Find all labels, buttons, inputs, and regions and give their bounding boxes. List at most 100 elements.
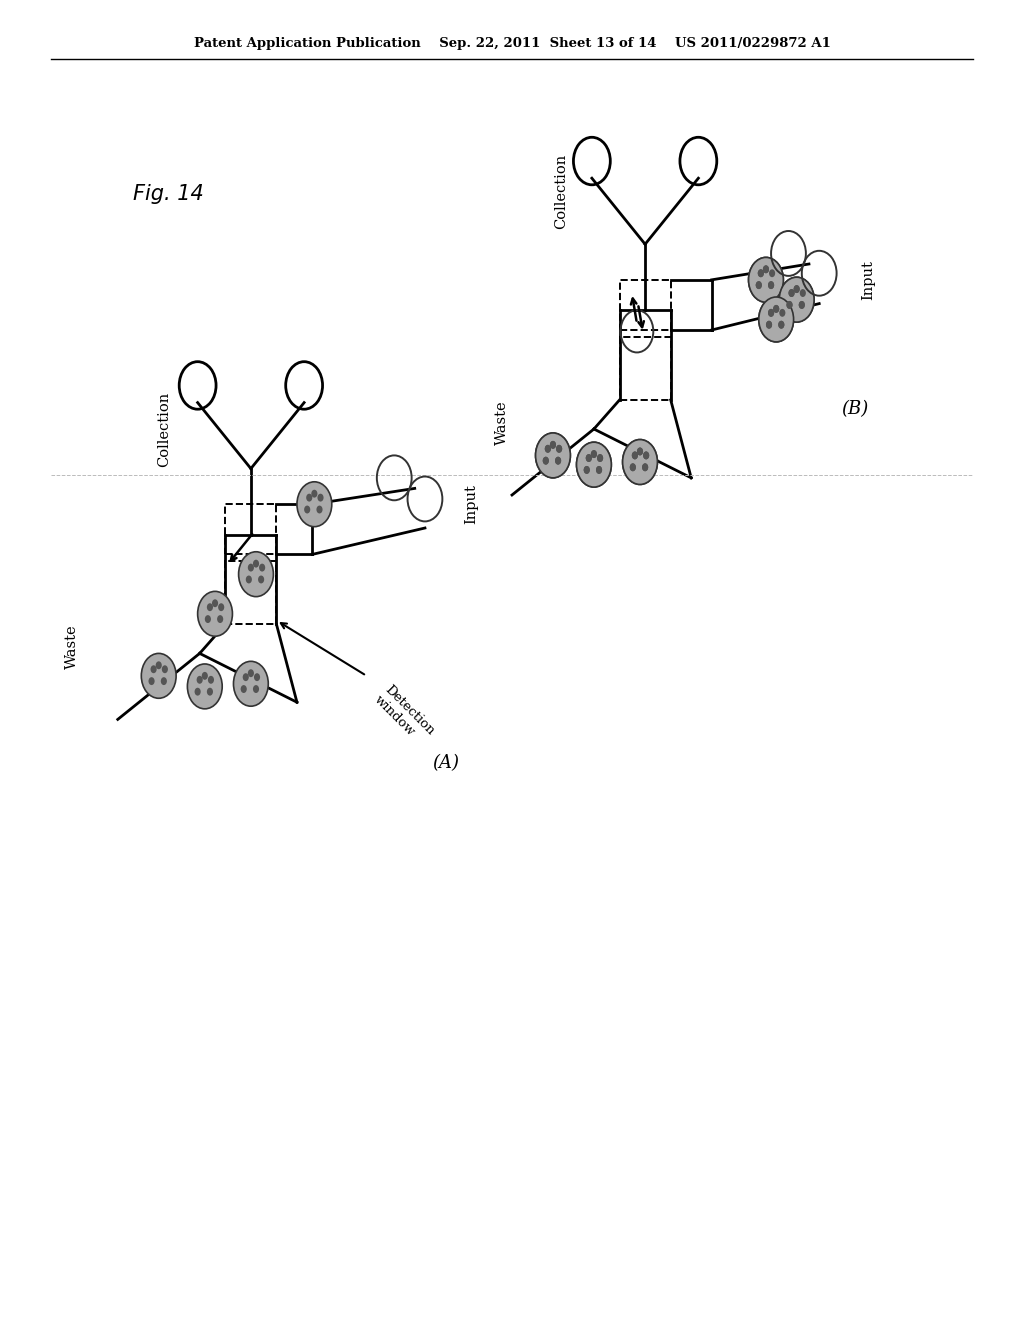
Circle shape — [759, 297, 794, 342]
Circle shape — [749, 257, 783, 302]
Circle shape — [630, 463, 636, 471]
Circle shape — [623, 440, 657, 484]
Circle shape — [749, 257, 783, 302]
Circle shape — [197, 676, 203, 684]
Circle shape — [779, 277, 814, 322]
Text: (A): (A) — [432, 754, 459, 772]
Circle shape — [763, 265, 769, 273]
Circle shape — [779, 309, 785, 317]
Circle shape — [317, 494, 324, 502]
Text: Collection: Collection — [554, 153, 568, 230]
Circle shape — [208, 676, 214, 684]
Circle shape — [637, 447, 643, 455]
Circle shape — [779, 277, 814, 322]
Circle shape — [258, 576, 264, 583]
Circle shape — [768, 281, 774, 289]
Circle shape — [768, 309, 774, 317]
Circle shape — [794, 285, 800, 293]
Circle shape — [591, 450, 597, 458]
Circle shape — [786, 301, 793, 309]
Bar — [620, 280, 671, 330]
Circle shape — [550, 441, 556, 449]
Circle shape — [643, 451, 649, 459]
Circle shape — [632, 451, 638, 459]
Circle shape — [545, 445, 551, 453]
Circle shape — [233, 661, 268, 706]
Text: Detection
window: Detection window — [372, 682, 437, 748]
Circle shape — [311, 490, 317, 498]
Text: Waste: Waste — [495, 400, 509, 445]
Circle shape — [597, 454, 603, 462]
Circle shape — [543, 457, 549, 465]
Text: (B): (B) — [842, 400, 868, 418]
Circle shape — [536, 433, 570, 478]
Circle shape — [187, 664, 222, 709]
Circle shape — [642, 463, 648, 471]
Circle shape — [202, 672, 208, 680]
Circle shape — [630, 463, 636, 471]
Circle shape — [577, 442, 611, 487]
Circle shape — [207, 603, 213, 611]
Circle shape — [778, 321, 784, 329]
Circle shape — [556, 445, 562, 453]
Circle shape — [297, 482, 332, 527]
Text: Input: Input — [464, 484, 478, 524]
Bar — [225, 561, 276, 624]
Circle shape — [545, 445, 551, 453]
Circle shape — [246, 576, 252, 583]
Circle shape — [555, 457, 561, 465]
Text: Fig. 14: Fig. 14 — [133, 183, 204, 205]
Circle shape — [799, 301, 805, 309]
Text: Collection: Collection — [157, 391, 171, 467]
Circle shape — [248, 564, 254, 572]
Circle shape — [577, 442, 611, 487]
Circle shape — [768, 309, 774, 317]
Circle shape — [259, 564, 265, 572]
Circle shape — [207, 688, 213, 696]
Circle shape — [161, 677, 167, 685]
Circle shape — [773, 305, 779, 313]
Circle shape — [763, 265, 769, 273]
Circle shape — [758, 269, 764, 277]
Circle shape — [756, 281, 762, 289]
Circle shape — [239, 552, 273, 597]
Circle shape — [253, 560, 259, 568]
Circle shape — [788, 289, 795, 297]
Circle shape — [304, 506, 310, 513]
Circle shape — [198, 591, 232, 636]
Circle shape — [306, 494, 312, 502]
Circle shape — [623, 440, 657, 484]
Circle shape — [788, 289, 795, 297]
Circle shape — [550, 441, 556, 449]
Circle shape — [141, 653, 176, 698]
Circle shape — [253, 685, 259, 693]
Circle shape — [217, 615, 223, 623]
Circle shape — [162, 665, 168, 673]
Circle shape — [205, 615, 211, 623]
Circle shape — [156, 661, 162, 669]
Circle shape — [756, 281, 762, 289]
Circle shape — [637, 447, 643, 455]
Circle shape — [584, 466, 590, 474]
Circle shape — [800, 289, 806, 297]
Circle shape — [195, 688, 201, 696]
Text: Patent Application Publication    Sep. 22, 2011  Sheet 13 of 14    US 2011/02298: Patent Application Publication Sep. 22, … — [194, 37, 830, 50]
Bar — [225, 504, 276, 554]
Bar — [620, 337, 671, 400]
Circle shape — [596, 466, 602, 474]
Circle shape — [596, 466, 602, 474]
Text: Input: Input — [861, 260, 876, 300]
Circle shape — [151, 665, 157, 673]
Circle shape — [769, 269, 775, 277]
Circle shape — [243, 673, 249, 681]
Circle shape — [632, 451, 638, 459]
Circle shape — [786, 301, 793, 309]
Circle shape — [642, 463, 648, 471]
Circle shape — [758, 269, 764, 277]
Circle shape — [543, 457, 549, 465]
Circle shape — [778, 321, 784, 329]
Circle shape — [799, 301, 805, 309]
Text: Waste: Waste — [65, 624, 79, 669]
Circle shape — [759, 297, 794, 342]
Circle shape — [536, 433, 570, 478]
